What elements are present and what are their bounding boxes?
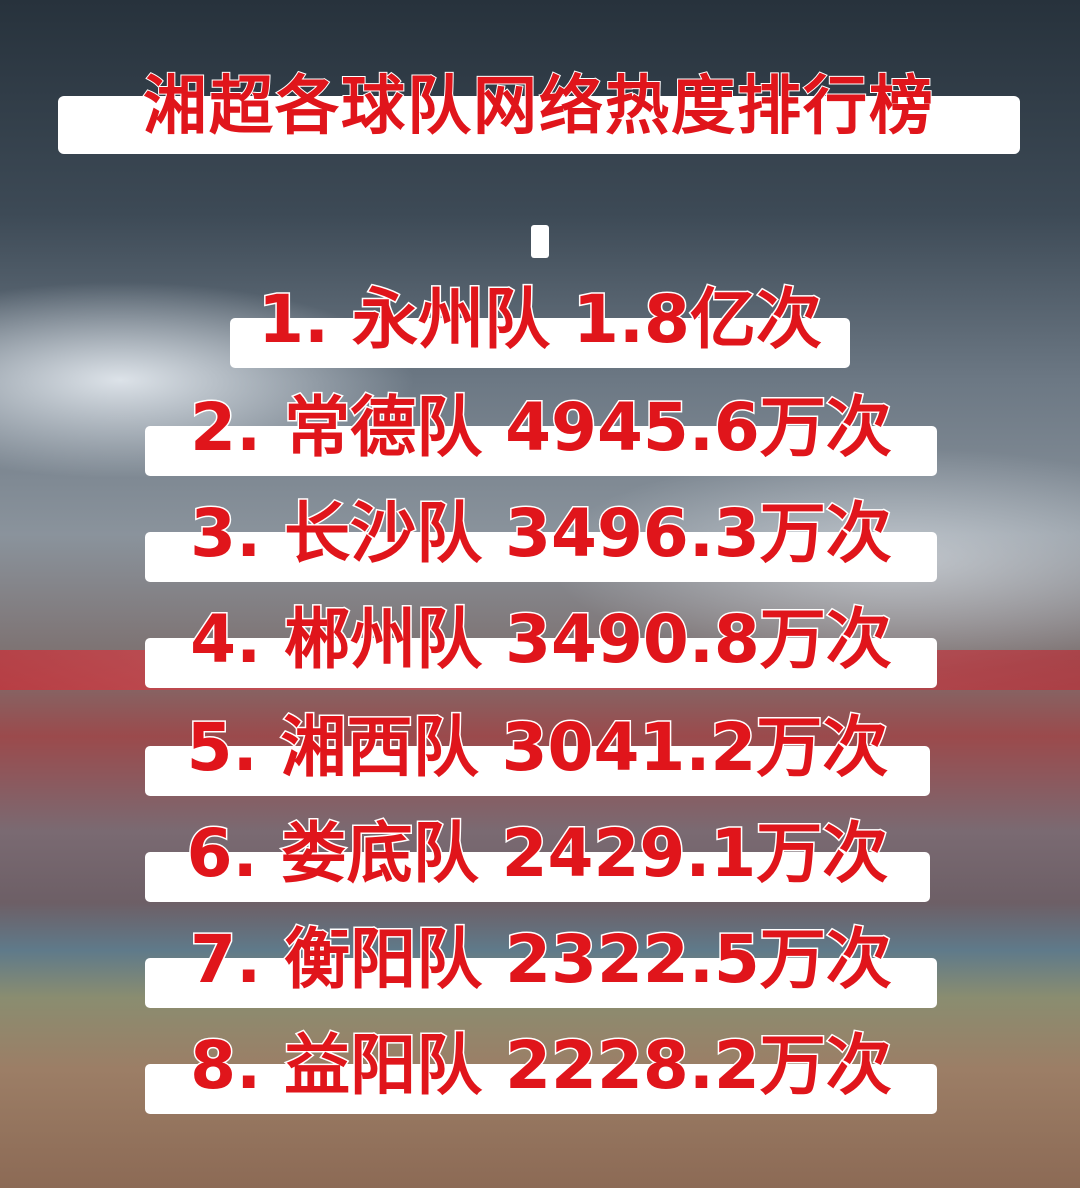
title-block: 湘超各球队网络热度排行榜 xyxy=(58,62,1020,157)
row-highlight xyxy=(145,638,937,688)
separator-mark xyxy=(531,225,549,258)
ranking-text: 4. 郴州队 3490.8万次 xyxy=(189,600,894,680)
ranking-row-8: 8. 益阳队 2228.2万次 xyxy=(145,1024,937,1114)
ranking-row-2: 2. 常德队 4945.6万次 xyxy=(145,386,937,476)
ranking-row-6: 6. 娄底队 2429.1万次 xyxy=(145,812,930,902)
row-highlight xyxy=(145,958,937,1008)
ranking-text: 5. 湘西队 3041.2万次 xyxy=(185,708,890,788)
page-title: 湘超各球队网络热度排行榜 xyxy=(142,69,935,145)
ranking-row-3: 3. 长沙队 3496.3万次 xyxy=(145,492,937,582)
ranking-row-4: 4. 郴州队 3490.8万次 xyxy=(145,598,937,688)
ranking-text: 7. 衡阳队 2322.5万次 xyxy=(189,920,894,1000)
row-highlight xyxy=(145,852,930,902)
ranking-text: 1. 永州队 1.8亿次 xyxy=(257,280,824,360)
ranking-text: 8. 益阳队 2228.2万次 xyxy=(189,1026,894,1106)
row-highlight xyxy=(230,318,850,368)
ranking-row-1: 1. 永州队 1.8亿次 xyxy=(230,278,850,368)
ranking-text: 6. 娄底队 2429.1万次 xyxy=(185,814,890,894)
row-highlight xyxy=(145,746,930,796)
row-highlight xyxy=(145,426,937,476)
row-highlight xyxy=(145,532,937,582)
row-highlight xyxy=(145,1064,937,1114)
ranking-row-5: 5. 湘西队 3041.2万次 xyxy=(145,706,930,796)
ranking-text: 2. 常德队 4945.6万次 xyxy=(189,388,894,468)
ranking-row-7: 7. 衡阳队 2322.5万次 xyxy=(145,918,937,1008)
title-highlight xyxy=(58,96,1020,154)
ranking-text: 3. 长沙队 3496.3万次 xyxy=(189,494,894,574)
